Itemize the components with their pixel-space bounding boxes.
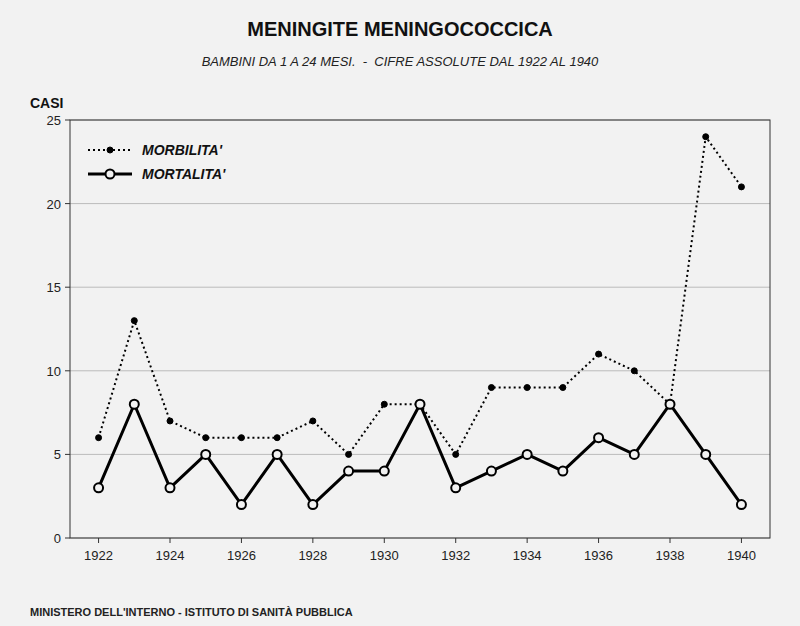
point — [738, 184, 744, 190]
point — [273, 450, 282, 459]
point — [166, 483, 175, 492]
point — [201, 450, 210, 459]
chart: MENINGITE MENINGOCOCCICA BAMBINI DA 1 A 2… — [0, 0, 800, 626]
grid-line — [70, 287, 770, 288]
y-tick — [65, 538, 70, 539]
y-tick-label: 0 — [54, 531, 61, 546]
series-line — [99, 404, 742, 504]
point — [524, 385, 530, 391]
x-tick-label: 1924 — [156, 548, 185, 563]
plot-frame — [70, 120, 770, 538]
y-tick — [65, 370, 70, 371]
grid-line — [70, 454, 770, 455]
point — [310, 418, 316, 424]
title: MENINGITE MENINGOCOCCICA — [247, 18, 553, 40]
axes: 0 5 10 15 20 25 1922 1924 1926 1928 1930 1932 1934 19… — [47, 113, 770, 563]
point — [96, 435, 102, 441]
point — [560, 385, 566, 391]
x-tick — [598, 538, 599, 543]
legend-label: MORBILITA' — [142, 142, 223, 158]
point — [630, 450, 639, 459]
x-tick — [241, 538, 242, 543]
subtitle: BAMBINI DA 1 A 24 MESI. - CIFRE ASSOLUTE… — [202, 54, 599, 69]
x-tick-label: 1926 — [227, 548, 256, 563]
series-line — [99, 137, 742, 455]
point — [523, 450, 532, 459]
x-tick — [384, 538, 385, 543]
legend: MORBILITA' MORTALITA' — [88, 142, 226, 182]
background — [0, 0, 800, 626]
grid-line — [70, 370, 770, 371]
point — [238, 435, 244, 441]
x-tick — [98, 538, 99, 543]
y-tick-label: 10 — [47, 364, 61, 379]
x-tick-label: 1928 — [298, 548, 327, 563]
x-tick — [455, 538, 456, 543]
footer: MINISTERO DELL'INTERNO - ISTITUTO DI SAN… — [30, 606, 353, 618]
series — [96, 134, 745, 458]
y-tick-label: 25 — [47, 113, 61, 128]
x-tick-label: 1940 — [727, 548, 756, 563]
point — [94, 483, 103, 492]
point — [488, 385, 494, 391]
point — [596, 351, 602, 357]
point — [737, 500, 746, 509]
y-tick — [65, 203, 70, 204]
point — [131, 318, 137, 324]
point — [666, 400, 675, 409]
point — [381, 401, 387, 407]
x-tick — [670, 538, 671, 543]
grid-line — [70, 203, 770, 204]
x-tick-label: 1936 — [584, 548, 613, 563]
point — [453, 451, 459, 457]
grid — [70, 120, 770, 538]
y-tick — [65, 454, 70, 455]
y-tick-label: 5 — [54, 447, 61, 462]
x-tick-label: 1934 — [513, 548, 542, 563]
point — [594, 433, 603, 442]
point — [487, 467, 496, 476]
x-tick-label: 1930 — [370, 548, 399, 563]
point — [237, 500, 246, 509]
legend-marker — [106, 170, 115, 179]
data — [94, 134, 746, 509]
x-tick — [312, 538, 313, 543]
y-tick — [65, 120, 70, 121]
point — [701, 450, 710, 459]
point — [451, 483, 460, 492]
y-tick-label: 15 — [47, 280, 61, 295]
x-tick — [741, 538, 742, 543]
point — [203, 435, 209, 441]
legend-marker — [107, 147, 113, 153]
point — [558, 467, 567, 476]
point — [167, 418, 173, 424]
point — [631, 368, 637, 374]
x-tick-label: 1932 — [441, 548, 470, 563]
point — [130, 400, 139, 409]
point — [344, 467, 353, 476]
x-tick-label: 1938 — [656, 548, 685, 563]
legend-label: MORTALITA' — [142, 166, 226, 182]
point — [346, 451, 352, 457]
x-tick — [527, 538, 528, 543]
y-tick — [65, 287, 70, 288]
y-axis-label: CASI — [30, 95, 63, 111]
point — [380, 467, 389, 476]
y-tick-label: 20 — [47, 197, 61, 212]
series — [94, 400, 746, 509]
point — [703, 134, 709, 140]
point — [416, 400, 425, 409]
x-tick-label: 1922 — [84, 548, 113, 563]
x-tick — [170, 538, 171, 543]
point — [274, 435, 280, 441]
point — [308, 500, 317, 509]
